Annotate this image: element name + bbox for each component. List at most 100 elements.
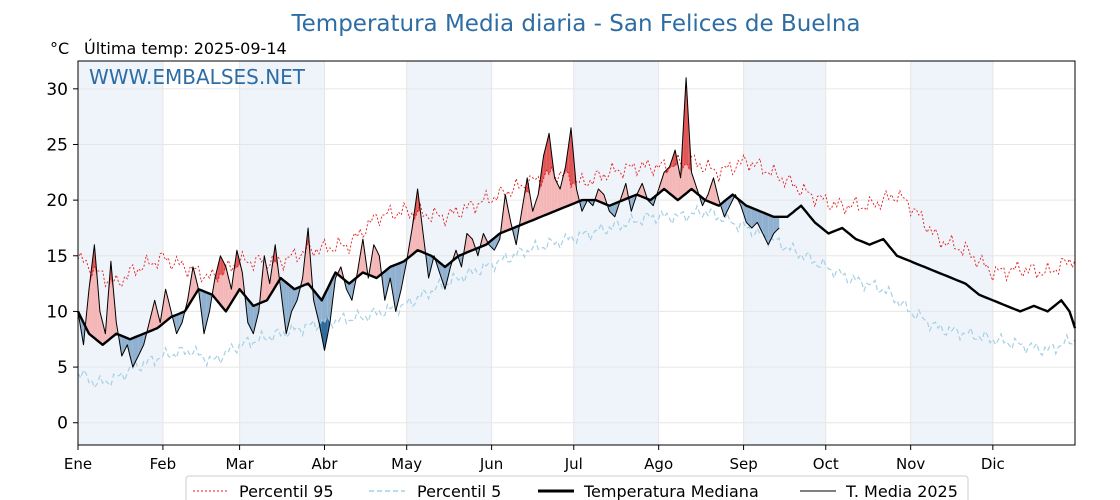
fill-below-median bbox=[384, 269, 388, 301]
fill-below-median bbox=[765, 213, 769, 245]
fill-below-median bbox=[743, 203, 747, 223]
chart-title: Temperatura Media diaria - San Felices d… bbox=[291, 11, 861, 37]
fill-below-median bbox=[124, 337, 128, 351]
fill-above-median bbox=[151, 300, 155, 331]
fill-above-median bbox=[713, 177, 717, 205]
fill-above-median bbox=[190, 266, 194, 303]
fill-above-median bbox=[505, 194, 509, 232]
fill-below-median bbox=[760, 211, 763, 234]
y-tick-label-25: 25 bbox=[46, 135, 68, 155]
fill-above-median bbox=[535, 194, 539, 220]
fill-above-median bbox=[469, 236, 473, 252]
legend-label-p95: Percentil 95 bbox=[239, 482, 334, 500]
y-tick-label-0: 0 bbox=[57, 414, 68, 434]
series-line-t-media-2025 bbox=[77, 77, 780, 368]
y-tick-label-30: 30 bbox=[46, 80, 68, 100]
legend-label-median: Temperatura Mediana bbox=[583, 482, 759, 500]
x-tick-label-nov: Nov bbox=[896, 455, 925, 473]
fill-below-median bbox=[395, 263, 399, 312]
fill-below-median bbox=[206, 292, 210, 323]
month-band-nov bbox=[910, 61, 993, 445]
x-tick-label-ene: Ene bbox=[64, 455, 92, 473]
fill-above-median bbox=[362, 239, 366, 274]
fill-above-median bbox=[266, 269, 270, 301]
fill-above-p95 bbox=[683, 77, 687, 168]
fill-below-median bbox=[494, 235, 498, 251]
legend-label-2025: T. Media 2025 bbox=[845, 482, 958, 500]
y-tick-label-15: 15 bbox=[46, 247, 68, 267]
fill-above-median bbox=[560, 177, 563, 210]
x-tick-label-abr: Abr bbox=[312, 455, 339, 473]
x-tick-label-feb: Feb bbox=[150, 455, 177, 473]
fill-above-median bbox=[661, 172, 665, 192]
fill-below-median bbox=[581, 200, 585, 212]
plot-frame bbox=[77, 60, 1076, 446]
fill-below-median bbox=[768, 214, 771, 245]
fill-below-median bbox=[390, 265, 393, 295]
month-band-sep bbox=[743, 61, 826, 445]
fill-below-median bbox=[746, 205, 750, 226]
fill-above-p95 bbox=[223, 261, 226, 276]
fill-above-median bbox=[373, 244, 377, 279]
series-line-percentil-95 bbox=[77, 152, 1076, 288]
fill-below-median bbox=[283, 280, 287, 334]
fill-above-median bbox=[360, 239, 363, 275]
fill-above-p95 bbox=[549, 133, 552, 175]
fill-above-p95 bbox=[571, 127, 574, 188]
fill-below-median bbox=[439, 262, 443, 281]
month-band-ene bbox=[78, 61, 163, 445]
fill-below-median bbox=[631, 195, 635, 212]
fill-above-median bbox=[239, 261, 243, 293]
fill-above-median bbox=[691, 172, 695, 192]
fill-above-median bbox=[162, 289, 166, 324]
x-tick-label-jun: Jun bbox=[479, 455, 503, 473]
fill-above-p95 bbox=[217, 255, 221, 282]
series-line-percentil-5 bbox=[77, 204, 1076, 389]
watermark: WWW.EMBALSES.NET bbox=[89, 65, 306, 89]
fill-below-median bbox=[346, 281, 350, 295]
month-band-mar bbox=[239, 61, 325, 445]
fill-above-median bbox=[483, 233, 487, 246]
axes: 0 5 10 15 20 25 30 Ene Feb Mar Abr May Jun Jul Ago Sep O… bbox=[46, 80, 1004, 473]
fill-above-median bbox=[521, 194, 525, 225]
fill-below-median bbox=[250, 302, 254, 334]
fill-above-median bbox=[376, 250, 380, 279]
fill-below-median bbox=[751, 207, 755, 228]
series-lines bbox=[76, 77, 1077, 389]
fill-above-median bbox=[639, 183, 643, 197]
fill-below-median bbox=[203, 291, 207, 334]
grid bbox=[77, 61, 1075, 445]
fill-below-median bbox=[201, 290, 204, 334]
fill-below-median bbox=[612, 203, 615, 217]
fill-below-median bbox=[442, 264, 446, 290]
x-tick-label-oct: Oct bbox=[813, 455, 839, 473]
series-line-temperatura-mediana bbox=[76, 187, 1077, 346]
fill-below-median bbox=[179, 312, 183, 329]
unit-label: °C bbox=[50, 39, 69, 58]
fill-below-median bbox=[428, 254, 432, 279]
fill-above-p95 bbox=[686, 77, 689, 169]
legend: Percentil 95 Percentil 5 Temperatura Med… bbox=[185, 475, 969, 500]
fill-below-p5 bbox=[321, 320, 325, 351]
fill-below-median bbox=[387, 266, 391, 290]
month-bands bbox=[78, 61, 993, 445]
fill-below-median bbox=[776, 216, 780, 231]
fill-below-median bbox=[247, 299, 251, 329]
x-tick-label-mar: Mar bbox=[225, 455, 254, 473]
fill-above-p95 bbox=[672, 150, 676, 167]
fill-below-median bbox=[316, 293, 320, 323]
fill-above-median bbox=[97, 278, 100, 343]
x-tick-label-jul: Jul bbox=[564, 455, 583, 473]
fill-below-median bbox=[253, 304, 257, 334]
fill-below-median bbox=[132, 337, 136, 368]
fill-above-median bbox=[154, 300, 158, 330]
fill-above-median bbox=[598, 189, 602, 203]
fill-above-median bbox=[707, 186, 711, 203]
fill-below-median bbox=[770, 215, 774, 240]
fill-below-median bbox=[135, 335, 139, 362]
fill-above-median bbox=[666, 166, 670, 194]
fill-below-median bbox=[754, 209, 758, 226]
fill-above-median bbox=[677, 163, 681, 201]
fill-above-median bbox=[601, 191, 604, 204]
